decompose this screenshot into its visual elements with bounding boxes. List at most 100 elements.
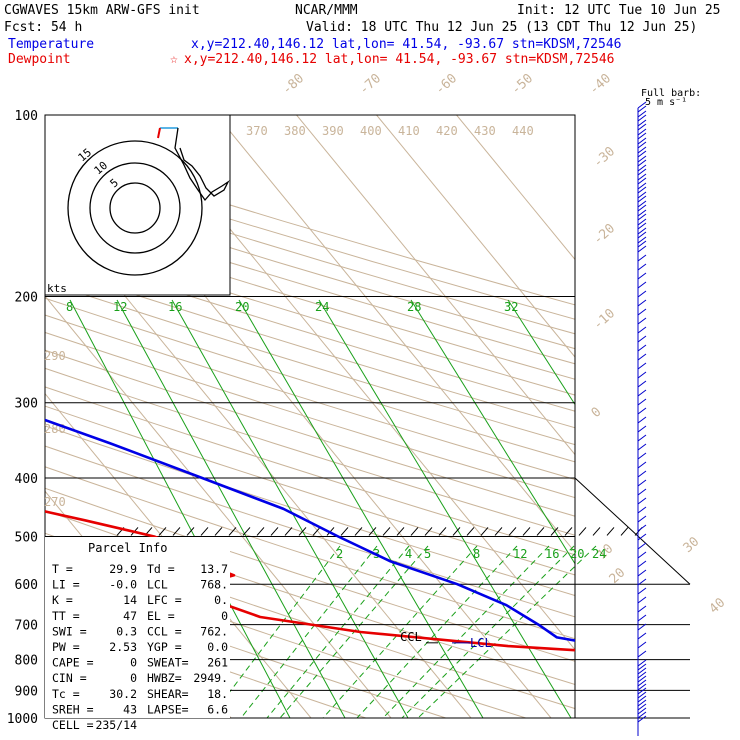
parcel-key: CAPE = (52, 656, 94, 670)
parcel-key: SWI = (52, 624, 87, 638)
pressure-tick-label: 100 (15, 109, 38, 124)
dewpoint-trace (45, 510, 575, 652)
theta-label: 410 (398, 124, 420, 138)
header-org: NCAR/MMM (295, 3, 358, 18)
parcel-key: CELL = (52, 718, 94, 732)
pressure-tick-label: 200 (15, 291, 38, 306)
dewpoint-star-icon: ☆ (170, 52, 178, 67)
sounding-annotations: CCL LCL (400, 630, 492, 650)
parcel-key: LCL (147, 578, 168, 592)
mixing-ratio-label: 12 (113, 300, 127, 314)
mixing-ratio-label: 8 (66, 300, 73, 314)
parcel-key: YGP = (147, 640, 182, 654)
parcel-info-title: Parcel Info (88, 541, 167, 555)
parcel-value: 43 (123, 702, 137, 716)
parcel-key: LI = (52, 578, 80, 592)
theta-label: 380 (284, 124, 306, 138)
pressure-tick-label: 500 (15, 530, 38, 545)
theta-label: 400 (360, 124, 382, 138)
parcel-value: 0.0 (207, 640, 228, 654)
isotherm-label: 30 (681, 534, 703, 556)
parcel-value: 13.7 (200, 562, 228, 576)
mixing-ratio-label: 28 (407, 300, 421, 314)
parcel-value: 0 (130, 656, 137, 670)
dewpoint-station-info: x,y=212.40,146.12 lat,lon= 41.54, -93.67… (184, 52, 614, 67)
parcel-key: CIN = (52, 671, 87, 685)
parcel-value: 235/14 (95, 718, 137, 732)
mixing-ratio-low-label: 20 (570, 547, 584, 561)
parcel-key: SWEAT= (147, 656, 189, 670)
parcel-value: 29.9 (109, 562, 137, 576)
parcel-key: LAPSE= (147, 702, 189, 716)
theta-label-left: 270 (44, 495, 66, 509)
isotherm-label: 40 (707, 595, 729, 617)
theta-label: 440 (512, 124, 534, 138)
parcel-value: 762. (200, 624, 228, 638)
isotherm-label: -50 (509, 71, 536, 98)
dewpoint-label: Dewpoint (8, 52, 71, 67)
parcel-value: 0 (221, 609, 228, 623)
parcel-info-box: Parcel Info T = 29.9 Td = 13.7 LI = -0.0 LCL 76… (45, 537, 230, 732)
header-init: Init: 12 UTC Tue 10 Jun 25 (517, 3, 721, 18)
hodograph-kts-label: kts (47, 282, 67, 295)
parcel-value: 47 (123, 609, 137, 623)
mixing-ratio-label: 20 (235, 300, 249, 314)
theta-label: 390 (322, 124, 344, 138)
parcel-value: 768. (200, 578, 228, 592)
isotherm-label: -20 (591, 221, 618, 248)
lcl-label: LCL (470, 636, 492, 650)
parcel-value: 6.6 (207, 702, 228, 716)
isotherm-label: -60 (433, 71, 460, 98)
parcel-key: SHEAR= (147, 687, 189, 701)
parcel-value: 30.2 (109, 687, 137, 701)
mixing-ratio-low-label: 4 (405, 547, 412, 561)
parcel-key: T = (52, 562, 73, 576)
theta-label: 420 (436, 124, 458, 138)
pressure-tick-label: 1000 (7, 712, 38, 727)
isotherm-label: -40 (587, 71, 614, 98)
parcel-value: 2949. (193, 671, 228, 685)
isotherm-label: -30 (591, 144, 618, 171)
parcel-key: Tc = (52, 687, 80, 701)
sounding-traces (45, 418, 575, 652)
temperature-label: Temperature (8, 37, 94, 52)
parcel-value: 0 (130, 671, 137, 685)
barb-legend-line1: Full barb: (641, 88, 701, 99)
mixing-ratio-low-label: 12 (513, 547, 527, 561)
parcel-value: -0.0 (109, 578, 137, 592)
parcel-key: SREH = (52, 702, 94, 716)
pressure-tick-label: 900 (15, 684, 38, 699)
pressure-tick-label: 800 (15, 654, 38, 669)
theta-label-left: 290 (44, 349, 66, 363)
parcel-key: HWBZ= (147, 671, 182, 685)
isotherm-label: 0 (589, 405, 605, 421)
ccl-label: CCL (400, 630, 422, 644)
isotherm-label: -70 (357, 71, 384, 98)
barb-legend-line2: 5 m s⁻¹ (645, 97, 687, 108)
parcel-value: 18. (207, 687, 228, 701)
theta-label: 430 (474, 124, 496, 138)
mixing-ratio-low-label: 24 (592, 547, 606, 561)
mixing-ratio-low-label: 5 (424, 547, 431, 561)
parcel-value: 0.3 (116, 624, 137, 638)
wind-barb (637, 711, 647, 732)
header: CGWAVES 15km ARW-GFS init NCAR/MMM Init:… (4, 3, 721, 108)
isotherm-label: -80 (280, 71, 307, 98)
theta-label: 370 (246, 124, 268, 138)
parcel-key: K = (52, 593, 73, 607)
parcel-key: LFC = (147, 593, 182, 607)
mixing-ratio-label: 16 (168, 300, 182, 314)
parcel-key: TT = (52, 609, 80, 623)
parcel-value: 14 (123, 593, 137, 607)
isotherm-label: -10 (591, 306, 618, 333)
header-forecast-hour: Fcst: 54 h (4, 20, 82, 35)
pressure-tick-label: 300 (15, 397, 38, 412)
parcel-value: 261 (207, 656, 228, 670)
header-model: CGWAVES 15km ARW-GFS init (4, 3, 200, 18)
pressure-tick-label: 700 (15, 619, 38, 634)
mixing-ratio-label: 24 (315, 300, 329, 314)
parcel-key: Td = (147, 562, 175, 576)
mixing-ratio-low-label: 2 (336, 547, 343, 561)
